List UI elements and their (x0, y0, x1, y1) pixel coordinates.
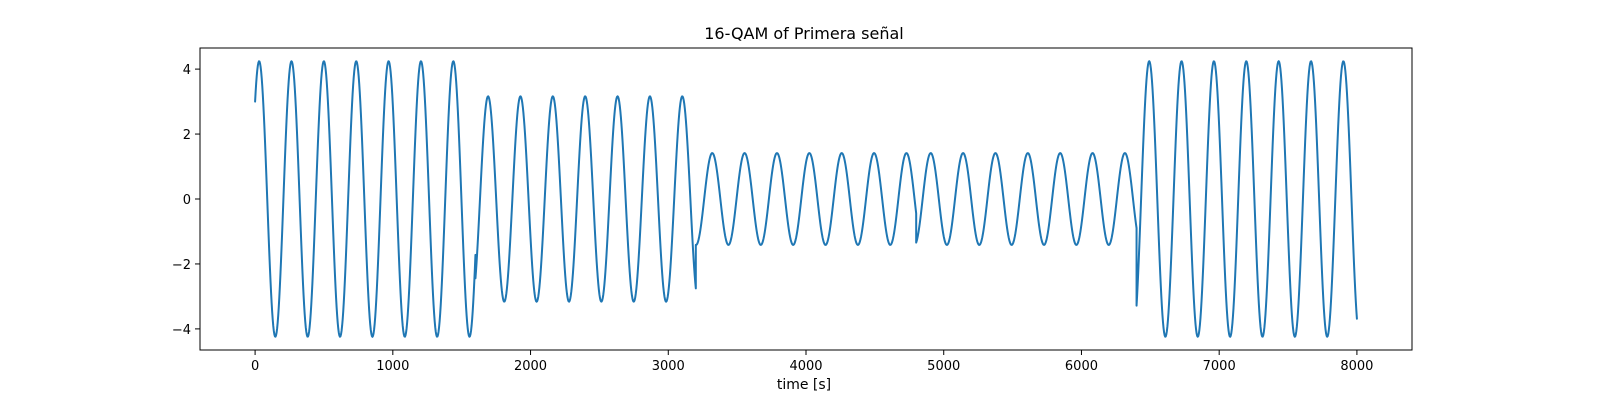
x-tick-label-6000: 6000 (1065, 359, 1098, 374)
x-tick-label-3000: 3000 (652, 359, 685, 374)
y-tick-label-4: 4 (183, 63, 191, 78)
y-tick-label--2: −2 (172, 258, 191, 273)
plot-area (199, 47, 1413, 351)
x-tick-label-5000: 5000 (927, 359, 960, 374)
x-tick-label-7000: 7000 (1203, 359, 1236, 374)
y-axis: −4 −2 0 2 4 (172, 63, 200, 338)
x-tick-label-8000: 8000 (1340, 359, 1373, 374)
x-tick-label-4000: 4000 (789, 359, 822, 374)
y-tick-label--4: −4 (172, 323, 191, 338)
chart-title: 16-QAM of Primera señal (704, 24, 904, 43)
x-tick-label-1000: 1000 (376, 359, 409, 374)
y-tick-label-2: 2 (183, 128, 191, 143)
axes-frame (199, 47, 1413, 351)
y-tick-label-0: 0 (183, 193, 191, 208)
x-tick-label-0: 0 (251, 359, 259, 374)
series-line (254, 60, 1358, 338)
x-tick-label-2000: 2000 (514, 359, 547, 374)
x-axis-label: time [s] (777, 377, 831, 393)
x-axis: 0 1000 2000 3000 4000 5000 6000 7000 8000 (251, 350, 1373, 374)
